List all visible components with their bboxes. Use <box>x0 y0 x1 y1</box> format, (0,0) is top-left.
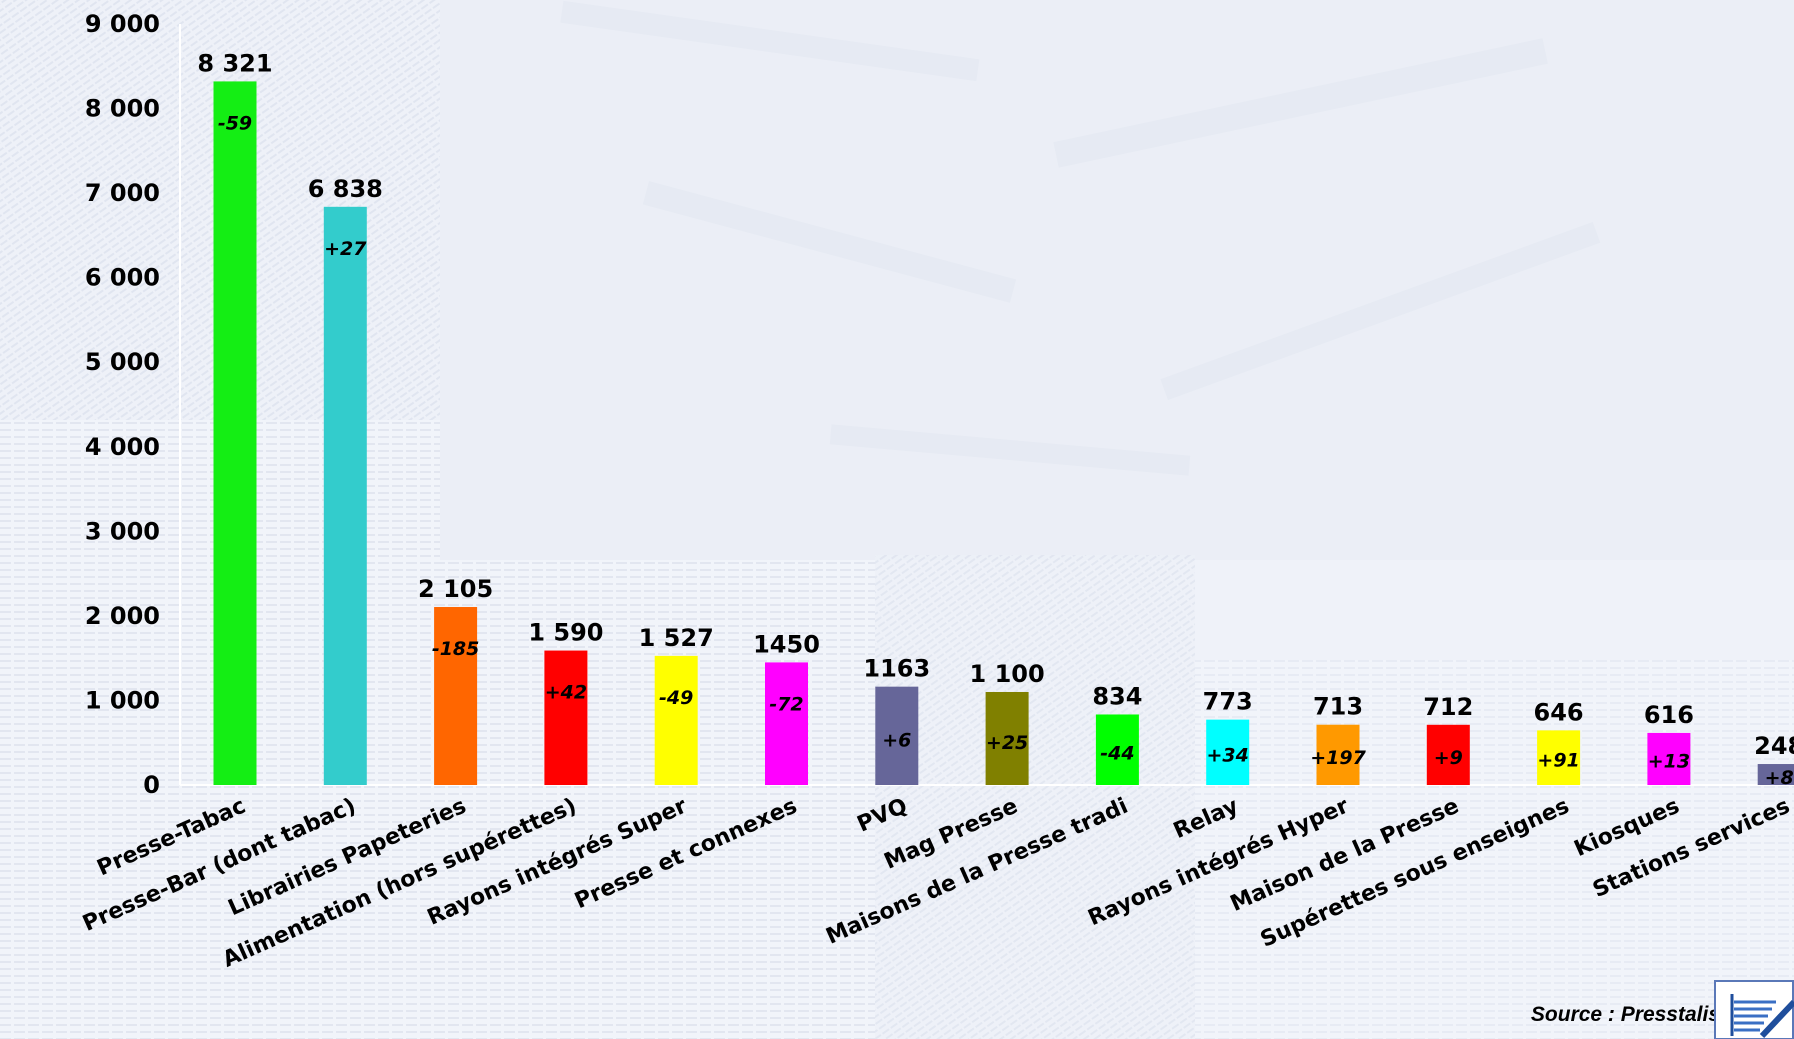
y-tick-label: 5 000 <box>85 348 160 376</box>
bar <box>323 206 367 786</box>
bar <box>765 662 808 785</box>
value-label: 713 <box>1313 693 1363 721</box>
y-tick-label: 8 000 <box>85 95 160 123</box>
bar <box>434 607 478 785</box>
bar <box>875 686 919 785</box>
y-tick-label: 7 000 <box>85 179 160 207</box>
x-tick-label: PVQ <box>854 794 912 838</box>
change-label: -59 <box>218 112 252 134</box>
change-label: +6 <box>882 730 911 752</box>
change-label: +27 <box>324 238 367 260</box>
bar <box>1095 714 1139 785</box>
value-label: 646 <box>1534 698 1584 726</box>
y-tick-label: 0 <box>143 771 160 799</box>
value-label: 834 <box>1092 682 1142 710</box>
change-label: +34 <box>1207 745 1249 767</box>
change-label: +91 <box>1537 749 1579 771</box>
y-tick-label: 3 000 <box>85 517 160 545</box>
change-label: -44 <box>1100 742 1134 764</box>
bar <box>654 655 698 785</box>
bars <box>213 81 1794 786</box>
y-axis: 0 1 000 2 000 3 000 4 000 5 000 6 000 7 000 8 00… <box>85 10 1794 799</box>
value-label: 1 590 <box>528 619 603 647</box>
bar <box>213 81 257 786</box>
bar <box>1316 724 1360 785</box>
bar <box>1647 732 1691 785</box>
change-label: +13 <box>1648 751 1690 773</box>
bar <box>544 650 588 785</box>
value-label: 1 527 <box>639 624 714 652</box>
change-label: +9 <box>1434 747 1463 769</box>
value-label: 712 <box>1423 693 1473 721</box>
presstalis-logo-icon <box>1714 980 1794 1039</box>
bar <box>1757 764 1794 785</box>
y-tick-label: 4 000 <box>85 433 160 461</box>
value-label: 6 838 <box>308 175 383 203</box>
source-note: Source : Presstalis <box>1530 1003 1720 1026</box>
value-label: 1 100 <box>970 660 1045 688</box>
bar <box>1537 730 1581 785</box>
value-label: 8 321 <box>197 49 272 77</box>
value-label: 773 <box>1203 688 1253 716</box>
y-tick-label: 6 000 <box>85 264 160 292</box>
change-label: -72 <box>769 693 803 715</box>
value-label: 248 <box>1754 732 1794 760</box>
change-label: +42 <box>545 682 587 704</box>
value-labels: 8 321 6 838 2 105 1 590 1 527 1450 1163 1 100 83… <box>197 49 1794 760</box>
change-label: +197 <box>1310 747 1366 769</box>
value-label: 1450 <box>753 630 820 658</box>
y-tick-label: 2 000 <box>85 602 160 630</box>
bar <box>1426 724 1470 785</box>
change-label: +8 <box>1765 767 1794 789</box>
value-label: 2 105 <box>418 575 493 603</box>
change-label: +25 <box>986 732 1028 754</box>
bar <box>1206 719 1250 785</box>
value-label: 1163 <box>863 655 930 683</box>
y-tick-label: 1 000 <box>85 686 160 714</box>
x-tick-label: Stations services <box>1589 794 1793 903</box>
bar <box>985 691 1029 785</box>
change-label: -185 <box>432 638 480 660</box>
change-label: -49 <box>659 687 693 709</box>
change-labels: -59 +27 -185 +42 -49 -72 +6 +25 -44 +34 +197 +9 +91 +… <box>218 112 1794 789</box>
x-tick-label: Relay <box>1170 794 1242 844</box>
value-label: 616 <box>1644 701 1694 729</box>
y-tick-label: 9 000 <box>85 10 160 38</box>
